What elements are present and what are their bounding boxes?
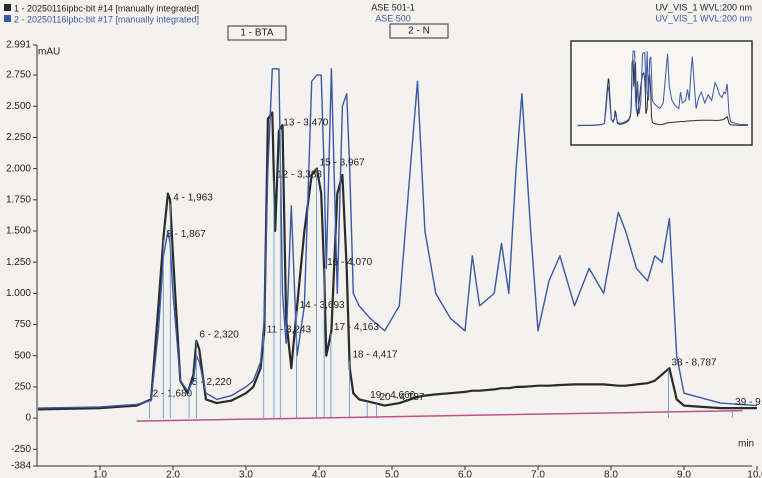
y-tick-label: 2.991 bbox=[6, 40, 31, 51]
x-tick-label: 3,0 bbox=[239, 470, 253, 478]
x-tick-label: 2,0 bbox=[166, 470, 180, 478]
y-tick-label: 1.250 bbox=[6, 257, 31, 268]
band-box bbox=[389, 23, 449, 39]
x-tick-label: 10,0 bbox=[747, 470, 762, 478]
peak-label: 2 - 1,680 bbox=[153, 389, 193, 400]
integration-baseline bbox=[136, 409, 743, 422]
y-tick-label: -250 bbox=[11, 444, 31, 455]
peak-label: 38 - 8,787 bbox=[671, 358, 716, 369]
legend-swatch bbox=[4, 15, 11, 22]
detector-label: UV_VIS_1 WVL:200 nm bbox=[655, 2, 752, 12]
x-tick-label: 6,0 bbox=[458, 470, 472, 478]
x-tick-label: 9,0 bbox=[677, 470, 691, 478]
band-box bbox=[227, 25, 287, 41]
y-tick-label: 750 bbox=[14, 319, 31, 330]
peak-label: 12 - 3,383 bbox=[277, 169, 322, 180]
y-tick-label: 2.000 bbox=[6, 163, 31, 174]
peak-label: 15 - 3,967 bbox=[320, 158, 365, 169]
inset-line bbox=[577, 50, 749, 126]
inset-frame bbox=[570, 40, 753, 146]
y-tick-label: 1.750 bbox=[6, 194, 31, 205]
y-axis-label: mAU bbox=[38, 47, 60, 58]
band-label: 1 - BTA bbox=[240, 28, 273, 39]
peak-label: 5 - 2,220 bbox=[192, 377, 232, 388]
y-tick-label: 2.750 bbox=[6, 70, 31, 81]
peak-label: 11 - 3,243 bbox=[267, 325, 312, 336]
y-tick-label: 250 bbox=[14, 382, 31, 393]
y-tick-label: 2.250 bbox=[6, 132, 31, 143]
y-tick-label: 0 bbox=[25, 413, 31, 424]
x-axis-label: min bbox=[738, 439, 754, 450]
peak-label: 17 - 4,163 bbox=[334, 322, 379, 333]
series-line bbox=[37, 111, 757, 411]
peak-label: 14 - 3,693 bbox=[300, 300, 345, 311]
peak-label: 20 - 4,787 bbox=[379, 392, 424, 403]
inset-line bbox=[577, 59, 748, 127]
sample-label: ASE 500 bbox=[375, 13, 411, 23]
series-line bbox=[37, 68, 758, 409]
legend-entry: 1 - 20250116ipbc-bit #14 [manually integ… bbox=[14, 3, 199, 13]
y-tick-label: 2.500 bbox=[6, 101, 31, 112]
peak-label: 18 - 4,417 bbox=[352, 349, 397, 360]
peak-label: 4 - 1,963 bbox=[173, 193, 213, 204]
legend-swatch bbox=[4, 4, 11, 11]
y-tick-label: 1.500 bbox=[6, 226, 31, 237]
y-tick-label: -384 bbox=[11, 461, 31, 472]
peak-label: 39 - 9,66 bbox=[735, 397, 762, 408]
peak-label: 6 - 2,320 bbox=[199, 329, 239, 340]
x-tick-label: 5,0 bbox=[385, 470, 399, 478]
band-label: 2 - N bbox=[408, 26, 430, 37]
detector-label: UV_VIS_1 WVL:200 nm bbox=[655, 13, 752, 23]
peak-label: 16 - 4,070 bbox=[327, 257, 372, 268]
x-tick-label: 7,0 bbox=[531, 470, 545, 478]
peak-label: 3 - 1,867 bbox=[166, 229, 206, 240]
x-tick-label: 8,0 bbox=[604, 470, 618, 478]
y-tick-label: 1.000 bbox=[6, 288, 31, 299]
legend-entry: 2 - 20250116ipbc-bit #17 [manually integ… bbox=[14, 14, 199, 24]
sample-label: ASE 501-1 bbox=[371, 2, 415, 12]
peak-label: 19 - 4,660 bbox=[370, 390, 415, 401]
peak-label: 13 - 3,470 bbox=[283, 117, 328, 128]
x-tick-label: 1,0 bbox=[93, 470, 107, 478]
y-tick-label: 500 bbox=[14, 350, 31, 361]
x-tick-label: 4,0 bbox=[312, 470, 326, 478]
